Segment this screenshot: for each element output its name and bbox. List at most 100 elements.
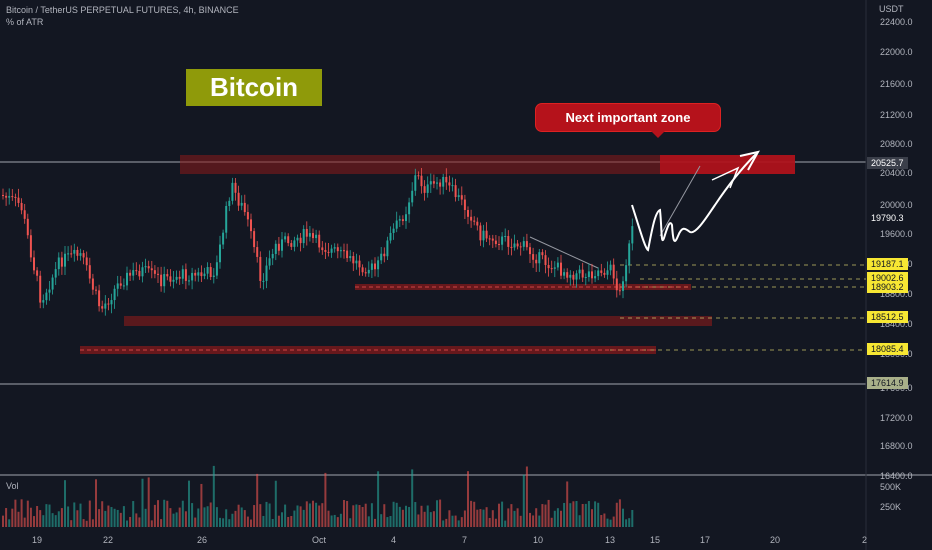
candle — [315, 234, 318, 239]
candle — [259, 256, 262, 281]
candle — [383, 253, 386, 257]
volume-tick: 250K — [880, 502, 902, 512]
candle — [73, 249, 76, 254]
volume-bar — [200, 483, 203, 527]
volume-bar — [290, 516, 293, 527]
candle — [575, 273, 578, 280]
time-tick: Oct — [312, 535, 327, 545]
price-label: 17614.9 — [867, 377, 908, 389]
candle — [597, 270, 600, 277]
candle — [256, 247, 259, 257]
candle — [60, 257, 63, 267]
volume-bar — [184, 511, 187, 527]
volume-bar — [346, 500, 349, 527]
candle — [85, 257, 88, 266]
volume-bar — [287, 516, 290, 527]
volume-bar — [553, 510, 556, 527]
volume-bar — [73, 502, 76, 527]
volume-bar — [150, 520, 153, 527]
candle — [222, 232, 225, 245]
candle — [494, 240, 497, 245]
volume-bar — [250, 519, 252, 527]
volume-bar — [380, 514, 383, 527]
volume-bar — [501, 501, 504, 527]
candle — [429, 181, 432, 185]
candle — [473, 220, 476, 222]
volume-tick: 500K — [880, 482, 902, 492]
candle — [225, 205, 228, 233]
candle — [33, 257, 35, 271]
volume-bar — [510, 504, 513, 527]
price-label: 19187.1 — [867, 258, 908, 270]
candle — [122, 285, 125, 287]
candle — [231, 182, 234, 201]
volume-bar — [479, 509, 482, 527]
volume-bar — [110, 507, 113, 527]
volume-bar — [70, 520, 73, 527]
volume-bar — [116, 509, 119, 527]
volume-bar — [615, 502, 618, 527]
candle — [544, 255, 547, 265]
volume-bar — [569, 503, 572, 527]
candle — [470, 216, 473, 221]
volume-bar — [5, 508, 8, 527]
price-tick: 21600.0 — [880, 79, 913, 89]
volume-bar — [122, 506, 125, 527]
candle — [498, 244, 500, 246]
candle — [296, 237, 299, 241]
volume-bar — [237, 504, 240, 527]
candle — [135, 270, 138, 272]
time-tick: 4 — [391, 535, 397, 545]
volume-bar — [305, 501, 308, 527]
volume-bar — [11, 508, 14, 527]
candle — [324, 250, 327, 252]
volume-bar — [327, 510, 330, 527]
volume-bar — [606, 518, 609, 527]
candle — [240, 202, 243, 206]
volume-bar — [67, 506, 70, 527]
volume-bar — [451, 515, 454, 527]
volume-bar — [166, 500, 169, 527]
candle — [132, 270, 135, 276]
currency-label: USDT — [879, 4, 904, 14]
candle — [67, 253, 70, 255]
volume-bar — [318, 505, 321, 527]
volume-bar — [591, 509, 593, 527]
volume-bar — [426, 505, 429, 527]
candle — [553, 267, 556, 269]
volume-bar — [129, 516, 132, 527]
candle — [17, 197, 20, 203]
candle — [476, 221, 479, 226]
candle — [8, 196, 11, 198]
volume-bar — [383, 504, 386, 527]
candle — [51, 277, 54, 290]
volume-bar — [541, 504, 544, 527]
candle — [54, 269, 57, 278]
volume-bar — [76, 510, 79, 527]
candle — [129, 272, 132, 276]
time-tick: 2 — [862, 535, 868, 545]
volume-bar — [494, 518, 497, 527]
candle — [312, 233, 314, 239]
candle — [550, 268, 553, 270]
candle — [262, 280, 265, 282]
volume-bar — [262, 515, 265, 527]
volume-bar — [138, 517, 141, 527]
volume-bar — [538, 515, 541, 527]
volume-bar — [584, 503, 587, 527]
candle — [587, 271, 590, 278]
volume-bar — [321, 503, 324, 527]
candle — [91, 278, 94, 290]
candle — [305, 228, 308, 237]
volume-bar — [448, 510, 451, 527]
candle — [138, 270, 141, 277]
volume-bar — [485, 507, 488, 527]
volume-bar — [36, 506, 39, 527]
volume-bar — [172, 513, 175, 527]
volume-bar — [39, 510, 42, 527]
volume-bar — [392, 501, 395, 527]
callout-tail — [650, 130, 666, 138]
volume-bar — [374, 518, 376, 527]
candle — [377, 260, 380, 270]
